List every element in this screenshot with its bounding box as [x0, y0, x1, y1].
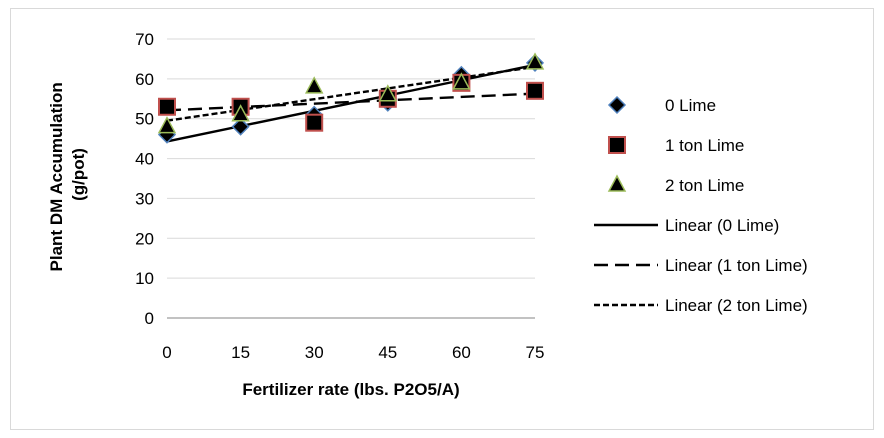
x-tick-label: 15: [231, 343, 250, 362]
legend-label: 1 ton Lime: [665, 136, 744, 155]
y-tick-label: 0: [145, 309, 154, 328]
data-points: [157, 52, 545, 144]
legend-marker-1: [608, 136, 626, 154]
legend-label: 2 ton Lime: [665, 176, 744, 195]
trendline-0: [166, 63, 536, 143]
x-tick-label: 0: [162, 343, 171, 362]
trendlines: [166, 63, 536, 143]
data-point-s2-1: [231, 104, 250, 122]
data-point-s2-4: [452, 72, 471, 90]
y-tick-label: 20: [135, 229, 154, 248]
data-point-s1-2: [305, 113, 324, 132]
x-tick-label: 45: [378, 343, 397, 362]
data-point-s1-5: [526, 81, 544, 100]
legend-marker-0: [607, 95, 627, 115]
data-point-s2-5: [525, 52, 545, 70]
legend-label: Linear (0 Lime): [665, 216, 779, 235]
legend: 0 Lime 1 ton Lime 2 ton Lime Linear (0 Lime…: [594, 95, 808, 315]
y-tick-label: 70: [135, 30, 154, 49]
y-tick-label: 40: [135, 150, 154, 169]
x-tick-label: 60: [452, 343, 471, 362]
data-point-s0-1: [231, 117, 250, 136]
data-point-s2-3: [378, 84, 398, 102]
y-axis-title-line-2: (g/pot): [69, 148, 88, 201]
legend-label: 0 Lime: [665, 96, 716, 115]
x-axis-title: Fertilizer rate (lbs. P2O5/A): [242, 380, 459, 399]
trendline-1: [166, 92, 536, 112]
y-tick-label: 50: [135, 110, 154, 129]
legend-label: Linear (2 ton Lime): [665, 296, 808, 315]
y-tick-label: 10: [135, 269, 154, 288]
y-axis-title: Plant DM Accumulation (g/pot): [47, 78, 88, 272]
y-tick-label: 60: [135, 70, 154, 89]
data-point-s1-0: [158, 97, 176, 116]
legend-label: Linear (1 ton Lime): [665, 256, 808, 275]
y-axis-title-line-1: Plant DM Accumulation: [47, 82, 66, 271]
chart-frame: [10, 8, 874, 430]
data-point-s2-2: [304, 76, 324, 94]
y-axis-ticks: 0 10 20 30 40 50 60 70: [135, 30, 154, 328]
x-tick-label: 75: [526, 343, 545, 362]
trendline-2: [166, 65, 536, 122]
y-tick-label: 30: [135, 189, 154, 208]
x-tick-label: 30: [305, 343, 324, 362]
gridlines: [167, 38, 535, 319]
data-point-s2-0: [157, 116, 177, 134]
legend-marker-2: [607, 174, 627, 192]
x-axis-ticks: 0 15 30 45 60 75: [162, 343, 544, 362]
